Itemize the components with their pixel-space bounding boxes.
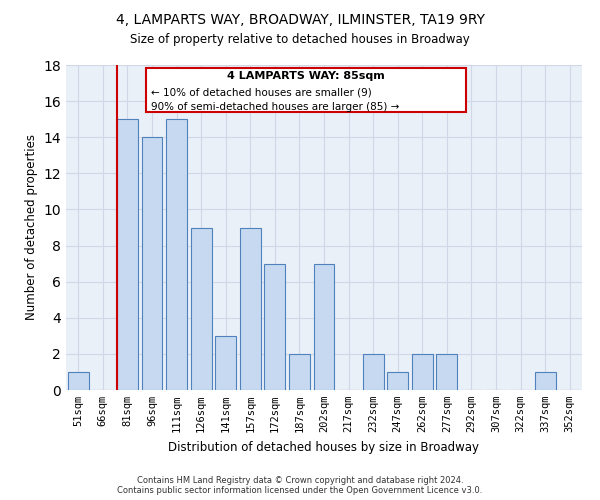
Text: ← 10% of detached houses are smaller (9): ← 10% of detached houses are smaller (9) [151,88,371,98]
Bar [142,137,163,390]
X-axis label: Distribution of detached houses by size in Broadway: Distribution of detached houses by size … [169,440,479,454]
Bar [387,372,408,390]
Bar [362,354,383,390]
Text: 4, LAMPARTS WAY, BROADWAY, ILMINSTER, TA19 9RY: 4, LAMPARTS WAY, BROADWAY, ILMINSTER, TA… [115,12,485,26]
Text: 4 LAMPARTS WAY: 85sqm: 4 LAMPARTS WAY: 85sqm [227,71,385,81]
Bar [240,228,261,390]
Text: Contains HM Land Registry data © Crown copyright and database right 2024.
Contai: Contains HM Land Registry data © Crown c… [118,476,482,495]
Bar [68,372,89,390]
Bar [412,354,433,390]
Bar [215,336,236,390]
Bar [289,354,310,390]
Bar [314,264,334,390]
Text: Size of property relative to detached houses in Broadway: Size of property relative to detached ho… [130,32,470,46]
Bar [166,119,187,390]
Text: 90% of semi-detached houses are larger (85) →: 90% of semi-detached houses are larger (… [151,102,399,113]
Bar [535,372,556,390]
Bar [265,264,286,390]
Bar [436,354,457,390]
Bar [117,119,138,390]
Y-axis label: Number of detached properties: Number of detached properties [25,134,38,320]
Bar [191,228,212,390]
